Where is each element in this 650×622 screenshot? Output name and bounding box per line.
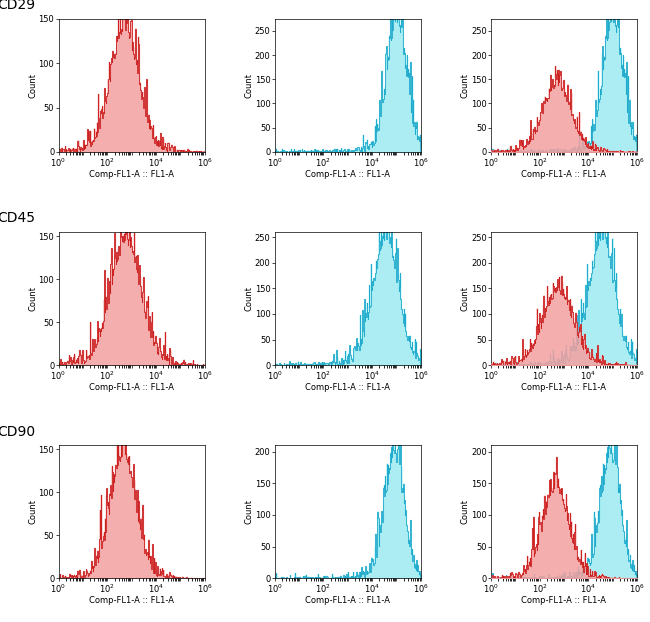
Y-axis label: Count: Count xyxy=(461,73,469,98)
Y-axis label: Count: Count xyxy=(244,73,254,98)
X-axis label: Comp-FL1-A :: FL1-A: Comp-FL1-A :: FL1-A xyxy=(521,596,606,605)
X-axis label: Comp-FL1-A :: FL1-A: Comp-FL1-A :: FL1-A xyxy=(306,596,390,605)
Y-axis label: Count: Count xyxy=(244,286,254,311)
Text: CD29: CD29 xyxy=(0,0,35,12)
Y-axis label: Count: Count xyxy=(461,499,469,524)
X-axis label: Comp-FL1-A :: FL1-A: Comp-FL1-A :: FL1-A xyxy=(89,383,174,392)
X-axis label: Comp-FL1-A :: FL1-A: Comp-FL1-A :: FL1-A xyxy=(306,383,390,392)
X-axis label: Comp-FL1-A :: FL1-A: Comp-FL1-A :: FL1-A xyxy=(521,383,606,392)
X-axis label: Comp-FL1-A :: FL1-A: Comp-FL1-A :: FL1-A xyxy=(89,596,174,605)
Text: CD45: CD45 xyxy=(0,211,35,225)
X-axis label: Comp-FL1-A :: FL1-A: Comp-FL1-A :: FL1-A xyxy=(306,170,390,179)
Y-axis label: Count: Count xyxy=(28,73,37,98)
X-axis label: Comp-FL1-A :: FL1-A: Comp-FL1-A :: FL1-A xyxy=(89,170,174,179)
Y-axis label: Count: Count xyxy=(28,499,37,524)
Y-axis label: Count: Count xyxy=(244,499,254,524)
Y-axis label: Count: Count xyxy=(461,286,469,311)
Y-axis label: Count: Count xyxy=(28,286,37,311)
X-axis label: Comp-FL1-A :: FL1-A: Comp-FL1-A :: FL1-A xyxy=(521,170,606,179)
Text: CD90: CD90 xyxy=(0,424,35,439)
